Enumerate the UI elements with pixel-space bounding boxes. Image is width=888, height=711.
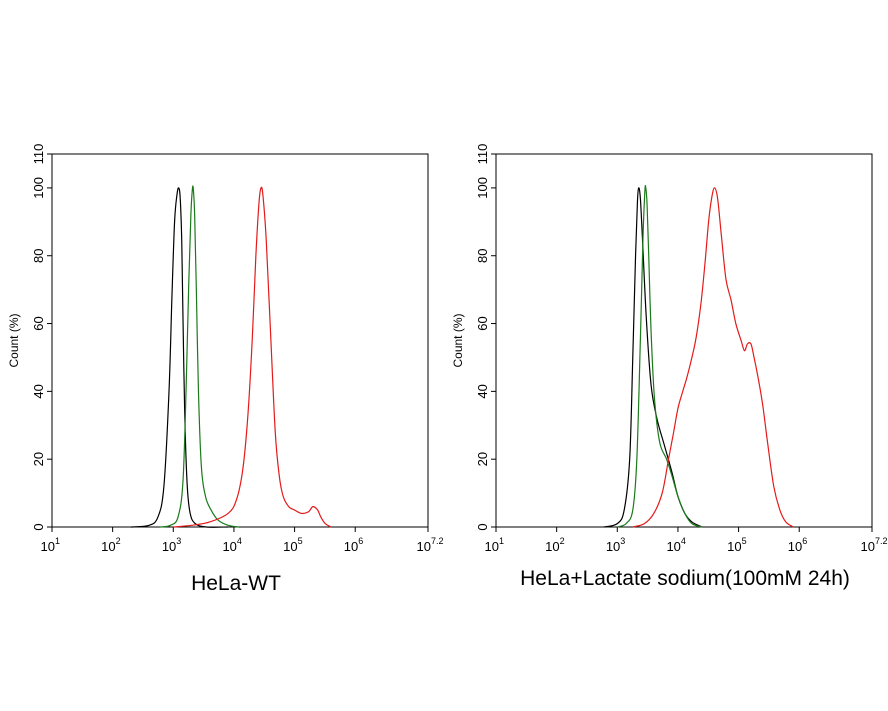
x-tick-label: 104 [666, 536, 685, 554]
histogram-series-line [603, 187, 703, 528]
x-tick-exponent: 3 [176, 536, 181, 546]
x-tick-exponent: 6 [802, 536, 807, 546]
y-tick-label: 80 [475, 248, 490, 262]
plot-frame [495, 153, 873, 528]
y-tick-label: 60 [475, 316, 490, 330]
x-tick-base: 10 [485, 539, 499, 554]
y-tick-label: 40 [31, 384, 46, 398]
x-tick-label: 101 [41, 536, 60, 554]
x-tick-base: 10 [344, 539, 358, 554]
x-tick-exponent: 5 [298, 536, 303, 546]
x-tick-label: 107.2 [417, 536, 444, 554]
x-tick-base: 10 [606, 539, 620, 554]
histogram-series-line [159, 185, 239, 528]
x-tick-exponent: 2 [116, 536, 121, 546]
chart-title: HeLa+Lactate sodium(100mM 24h) [520, 567, 850, 590]
x-tick-base: 10 [417, 539, 431, 554]
x-tick-exponent: 3 [620, 536, 625, 546]
x-tick-label: 106 [344, 536, 363, 554]
x-tick-exponent: 1 [55, 536, 60, 546]
histogram-series-line [173, 186, 332, 528]
histogram-series-line [130, 187, 229, 528]
y-tick-label: 20 [31, 452, 46, 466]
x-tick-base: 10 [222, 539, 236, 554]
y-tick-label: 100 [31, 177, 46, 199]
x-tick-label: 101 [485, 536, 504, 554]
x-tick-exponent: 5 [742, 536, 747, 546]
x-tick-label: 105 [283, 536, 302, 554]
x-tick-exponent: 6 [358, 536, 363, 546]
x-tick-label: 107.2 [861, 536, 888, 554]
x-tick-label: 103 [606, 536, 625, 554]
x-tick-exponent: 2 [560, 536, 565, 546]
y-tick-label: 40 [475, 384, 490, 398]
y-axis-title: Count (%) [7, 313, 21, 367]
x-tick-exponent: 7.2 [875, 536, 888, 546]
y-tick-label: 0 [475, 523, 490, 530]
chart-title: HeLa-WT [191, 572, 281, 595]
x-tick-label: 103 [162, 536, 181, 554]
histogram-series-line [617, 184, 703, 528]
y-tick-label: 80 [31, 248, 46, 262]
x-tick-base: 10 [666, 539, 680, 554]
x-tick-base: 10 [283, 539, 297, 554]
y-axis-title: Count (%) [451, 313, 465, 367]
x-tick-base: 10 [788, 539, 802, 554]
x-tick-base: 10 [861, 539, 875, 554]
y-tick-label: 60 [31, 316, 46, 330]
x-tick-exponent: 1 [499, 536, 504, 546]
x-tick-base: 10 [101, 539, 115, 554]
x-tick-label: 102 [101, 536, 120, 554]
y-tick-label: 0 [31, 523, 46, 530]
plot-frame [51, 153, 429, 528]
x-tick-base: 10 [41, 539, 55, 554]
x-tick-base: 10 [545, 539, 559, 554]
histogram-series-line [632, 187, 794, 528]
x-tick-label: 104 [222, 536, 241, 554]
x-tick-label: 105 [727, 536, 746, 554]
y-tick-label: 100 [475, 177, 490, 199]
x-tick-base: 10 [162, 539, 176, 554]
x-tick-exponent: 4 [681, 536, 686, 546]
x-tick-label: 106 [788, 536, 807, 554]
x-tick-label: 102 [545, 536, 564, 554]
y-tick-label: 20 [475, 452, 490, 466]
x-tick-base: 10 [727, 539, 741, 554]
y-tick-label: 110 [31, 144, 46, 165]
y-tick-label: 110 [475, 144, 490, 165]
x-tick-exponent: 7.2 [431, 536, 444, 546]
x-tick-exponent: 4 [237, 536, 242, 546]
